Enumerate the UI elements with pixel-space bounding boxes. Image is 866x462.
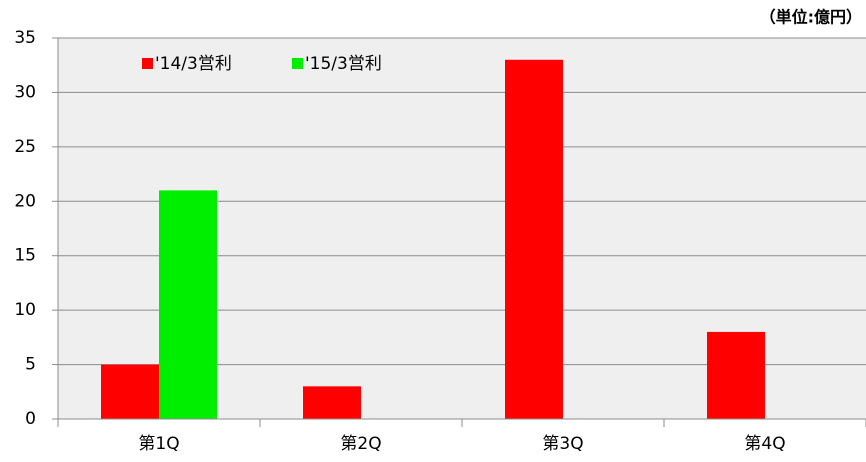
y-tick-label: 20 [14, 191, 36, 211]
y-tick-label: 25 [14, 137, 36, 157]
legend-swatch [142, 58, 153, 69]
bar [303, 386, 361, 419]
y-tick-label: 5 [25, 355, 36, 375]
bar [159, 190, 217, 419]
y-tick-label: 0 [25, 409, 36, 429]
unit-annotation: （単位:億円） [760, 8, 862, 27]
bar [707, 331, 765, 419]
y-tick-label: 15 [14, 246, 36, 266]
legend-swatch [292, 58, 303, 69]
bar [101, 364, 159, 419]
x-tick-label: 第2Q [340, 434, 381, 454]
y-tick-label: 30 [14, 82, 36, 102]
legend-label: '15/3営利 [305, 54, 382, 74]
x-tick-label: 第1Q [138, 434, 179, 454]
legend-label: '14/3営利 [155, 54, 232, 74]
y-tick-label: 10 [14, 300, 36, 320]
bar [505, 59, 563, 420]
x-tick-label: 第4Q [744, 434, 785, 454]
y-tick-label: 35 [14, 28, 36, 48]
x-tick-label: 第3Q [542, 434, 583, 454]
